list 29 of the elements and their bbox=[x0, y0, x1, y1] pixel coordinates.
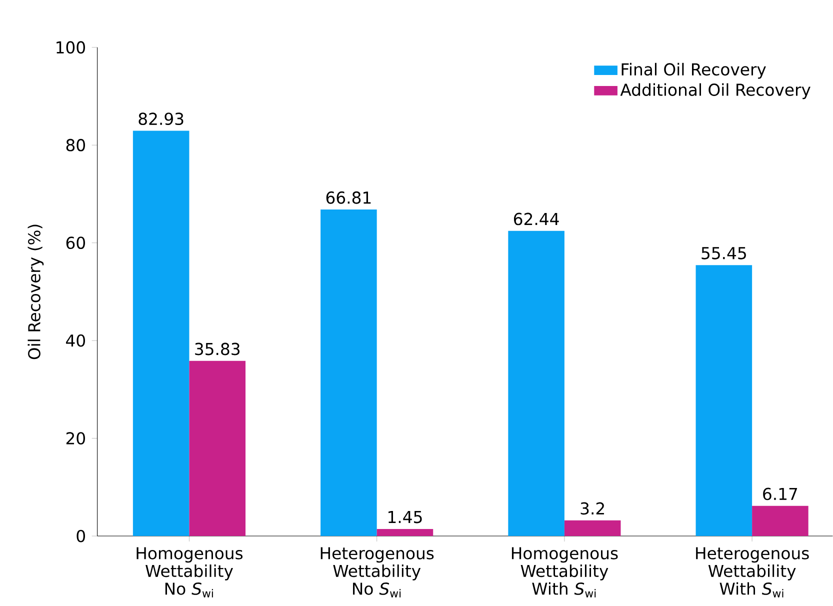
bar bbox=[189, 360, 246, 536]
data-label: 62.44 bbox=[514, 212, 559, 226]
y-tick-label: 40 bbox=[66, 334, 86, 347]
data-label: 55.45 bbox=[702, 247, 746, 260]
y-tick-label: 100 bbox=[56, 41, 85, 54]
legend-label: Final Oil Recovery bbox=[622, 62, 766, 79]
y-tick-label: 60 bbox=[66, 236, 86, 249]
data-label: 82.93 bbox=[138, 112, 184, 126]
y-axis-title: Oil Recovery (%) bbox=[28, 224, 44, 360]
y-tick-label: 20 bbox=[66, 432, 86, 444]
bar bbox=[564, 520, 621, 536]
x-tick-label: Homogenous Wettability With S$_{wi}$ bbox=[512, 547, 618, 598]
legend-label: Additional Oil Recovery bbox=[620, 83, 810, 100]
x-tick-label: Heterogenous Wettability No S$_{wi}$ bbox=[320, 547, 434, 598]
bar bbox=[132, 130, 190, 536]
data-label: 1.45 bbox=[388, 510, 422, 524]
data-label: 35.83 bbox=[195, 342, 240, 356]
data-label: 6.17 bbox=[763, 488, 798, 500]
data-label: 66.81 bbox=[326, 191, 371, 204]
bar bbox=[376, 528, 434, 536]
bar bbox=[752, 506, 808, 536]
x-tick-label: Homogenous Wettability No S$_{wi}$ bbox=[136, 547, 243, 598]
y-tick-label: 0 bbox=[76, 530, 86, 542]
bar bbox=[696, 265, 752, 536]
y-tick-label: 80 bbox=[66, 138, 86, 152]
x-tick-label: Heterogenous Wettability With S$_{wi}$ bbox=[696, 547, 809, 598]
data-label: 3.2 bbox=[580, 502, 604, 515]
bar bbox=[508, 230, 564, 536]
bar bbox=[320, 210, 377, 536]
